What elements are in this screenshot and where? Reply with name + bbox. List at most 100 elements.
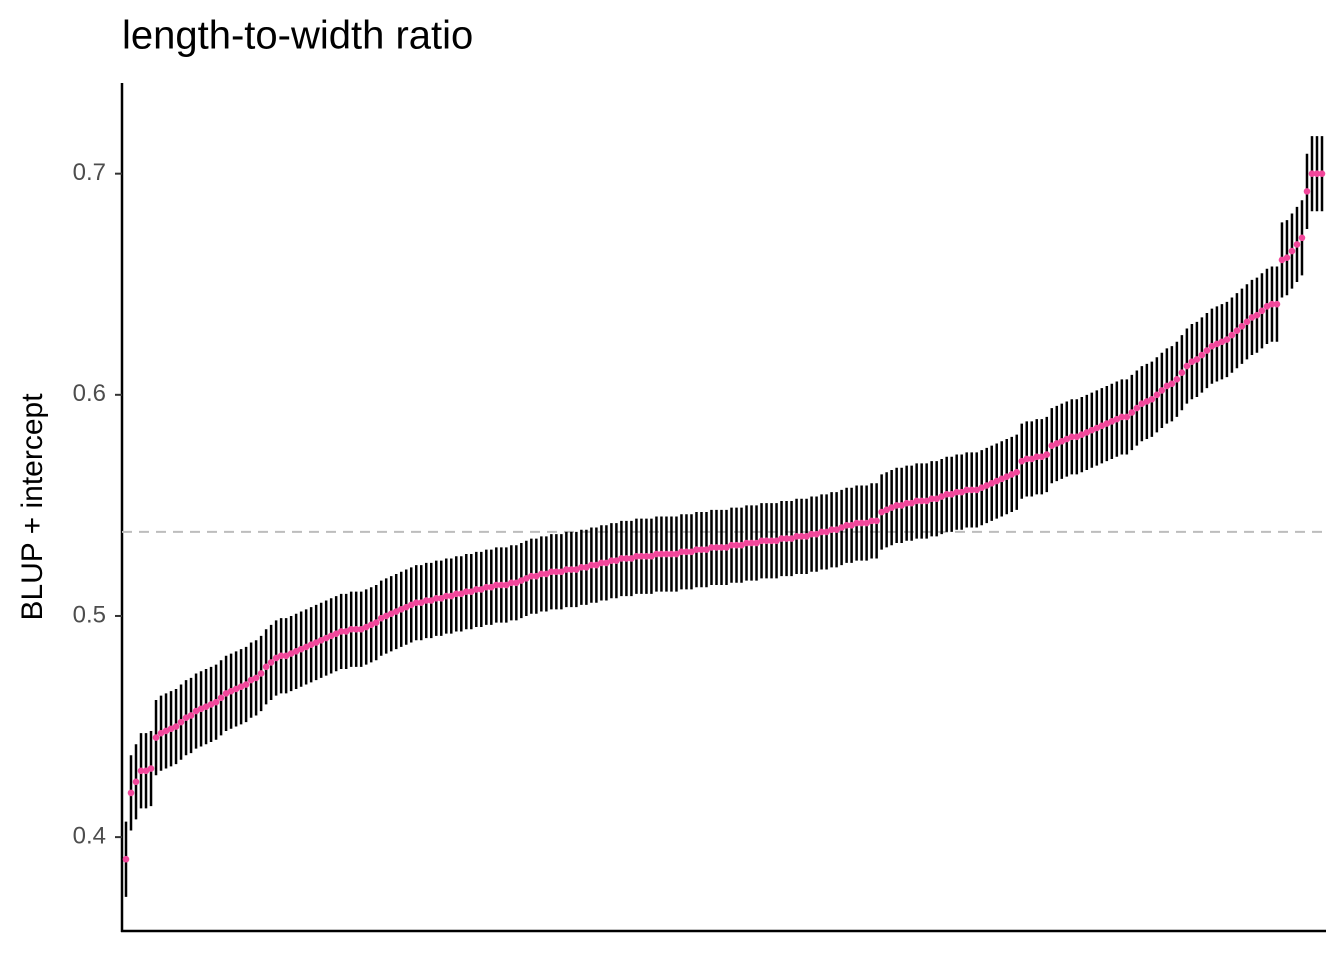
point bbox=[618, 555, 625, 562]
point bbox=[1073, 433, 1081, 441]
point bbox=[538, 570, 545, 578]
point bbox=[367, 621, 375, 629]
point bbox=[713, 544, 720, 551]
point bbox=[1168, 380, 1176, 388]
point bbox=[543, 570, 550, 578]
point bbox=[272, 654, 280, 662]
point bbox=[1193, 356, 1201, 363]
point bbox=[1218, 338, 1226, 346]
point bbox=[1008, 471, 1016, 478]
point bbox=[928, 495, 935, 503]
point bbox=[352, 625, 360, 633]
point bbox=[588, 561, 595, 569]
point bbox=[823, 528, 830, 536]
point bbox=[232, 685, 240, 693]
point bbox=[322, 634, 330, 642]
point bbox=[918, 497, 925, 505]
point bbox=[317, 636, 325, 644]
point bbox=[1308, 170, 1316, 177]
point bbox=[868, 517, 875, 525]
point bbox=[683, 548, 690, 556]
point bbox=[643, 552, 650, 560]
point bbox=[983, 482, 991, 489]
point bbox=[793, 533, 800, 540]
point bbox=[863, 519, 870, 527]
point bbox=[608, 557, 615, 564]
point bbox=[1248, 314, 1256, 321]
point bbox=[1023, 455, 1031, 463]
point bbox=[192, 707, 200, 715]
point bbox=[1018, 457, 1026, 465]
point bbox=[242, 681, 250, 688]
point bbox=[292, 648, 300, 655]
point bbox=[277, 652, 285, 660]
point bbox=[1118, 413, 1126, 421]
point bbox=[493, 581, 500, 589]
point bbox=[1253, 311, 1261, 319]
point bbox=[878, 508, 885, 516]
point bbox=[262, 663, 270, 671]
point bbox=[1063, 435, 1071, 443]
point bbox=[973, 486, 981, 494]
y-tick-label: 0.4 bbox=[73, 822, 106, 849]
point bbox=[653, 550, 660, 558]
point bbox=[162, 727, 170, 735]
point bbox=[828, 526, 835, 534]
point bbox=[1318, 170, 1326, 177]
point bbox=[673, 550, 680, 558]
point bbox=[768, 537, 775, 545]
point bbox=[943, 491, 950, 498]
point bbox=[1298, 234, 1306, 242]
point bbox=[1258, 307, 1266, 315]
point bbox=[848, 521, 855, 529]
point bbox=[948, 491, 955, 498]
point bbox=[1288, 247, 1296, 255]
point bbox=[1183, 362, 1191, 370]
point bbox=[958, 488, 965, 496]
point bbox=[1173, 376, 1181, 383]
point bbox=[1043, 451, 1051, 458]
point bbox=[568, 566, 575, 573]
point bbox=[698, 546, 705, 553]
point bbox=[462, 588, 470, 595]
point bbox=[1278, 256, 1286, 264]
point bbox=[548, 568, 555, 576]
point bbox=[898, 502, 905, 509]
point bbox=[578, 564, 585, 571]
point bbox=[518, 577, 525, 584]
point bbox=[207, 701, 215, 708]
point bbox=[508, 579, 515, 587]
point bbox=[933, 495, 940, 503]
point bbox=[1273, 300, 1281, 308]
point bbox=[252, 674, 260, 682]
point bbox=[1028, 455, 1036, 463]
point bbox=[533, 572, 540, 580]
point bbox=[733, 541, 740, 549]
point bbox=[743, 539, 750, 547]
point bbox=[1048, 442, 1056, 449]
point bbox=[437, 594, 445, 602]
point bbox=[1208, 342, 1216, 350]
point bbox=[422, 597, 430, 604]
point bbox=[998, 475, 1006, 483]
point bbox=[1133, 404, 1141, 412]
point bbox=[1003, 473, 1011, 480]
point bbox=[498, 581, 505, 589]
point bbox=[613, 557, 620, 564]
point bbox=[187, 712, 195, 719]
point bbox=[648, 552, 655, 560]
point bbox=[908, 499, 915, 507]
point bbox=[362, 623, 370, 631]
point bbox=[638, 552, 645, 560]
point bbox=[147, 765, 155, 772]
point bbox=[1243, 318, 1251, 326]
point bbox=[467, 588, 475, 595]
point bbox=[392, 608, 400, 615]
point bbox=[1128, 409, 1136, 416]
point bbox=[1233, 327, 1241, 334]
point bbox=[442, 592, 450, 600]
point bbox=[1228, 331, 1236, 339]
point bbox=[528, 572, 535, 580]
point bbox=[1038, 453, 1046, 461]
point bbox=[688, 548, 695, 556]
